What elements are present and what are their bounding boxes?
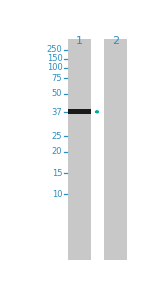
Text: 250: 250: [47, 45, 62, 54]
Text: 15: 15: [52, 169, 62, 178]
Text: 100: 100: [47, 63, 62, 72]
Bar: [68, 109, 91, 114]
Bar: [68, 39, 91, 260]
Text: 1: 1: [76, 36, 83, 46]
Text: 2: 2: [112, 36, 119, 46]
Text: 10: 10: [52, 190, 62, 199]
Text: 75: 75: [52, 74, 62, 83]
Text: 20: 20: [52, 147, 62, 156]
Bar: [104, 39, 127, 260]
Text: 37: 37: [52, 108, 62, 117]
Text: 150: 150: [47, 54, 62, 63]
Text: 25: 25: [52, 132, 62, 141]
Text: 50: 50: [52, 89, 62, 98]
